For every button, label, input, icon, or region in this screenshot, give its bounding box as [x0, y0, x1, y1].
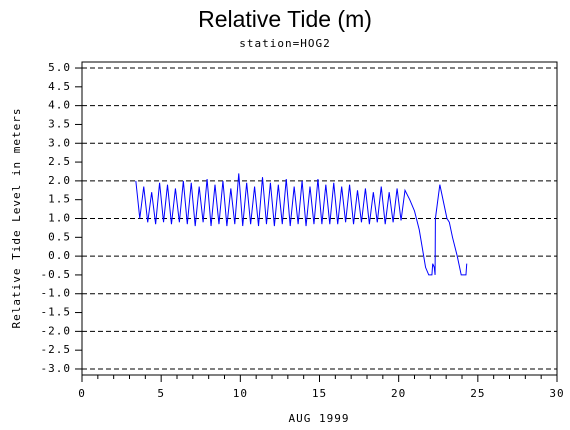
- y-tick-label: 3.0: [48, 136, 71, 149]
- chart-subtitle: station=HOG2: [239, 37, 330, 50]
- y-tick-label: -2.0: [41, 324, 72, 337]
- y-tick-label: 4.5: [48, 80, 71, 93]
- y-tick-label: -1.0: [41, 287, 72, 300]
- x-tick-label: 15: [312, 387, 327, 400]
- y-tick-label: 5.0: [48, 61, 71, 74]
- y-tick-label: 2.0: [48, 174, 71, 187]
- y-tick-label: 0.0: [48, 249, 71, 262]
- y-tick-label: 4.0: [48, 99, 71, 112]
- y-tick-label: -1.5: [41, 306, 72, 319]
- y-tick-label: 1.0: [48, 212, 71, 225]
- x-tick-label: 5: [157, 387, 165, 400]
- x-tick-label: 20: [391, 387, 406, 400]
- x-tick-label: 0: [78, 387, 86, 400]
- x-tick-label: 30: [549, 387, 564, 400]
- y-tick-label: -2.5: [41, 343, 72, 356]
- x-axis-title: AUG 1999: [289, 412, 350, 425]
- x-tick-label: 10: [233, 387, 248, 400]
- y-tick-label: 0.5: [48, 230, 71, 243]
- y-axis-title: Relative Tide Level in meters: [10, 107, 23, 328]
- chart-title: Relative Tide (m): [198, 6, 372, 32]
- y-tick-label: -0.5: [41, 268, 72, 281]
- tide-line: [135, 173, 468, 276]
- x-tick-label: 25: [470, 387, 485, 400]
- y-tick-label: -3.0: [41, 362, 72, 375]
- y-tick-label: 2.5: [48, 155, 71, 168]
- y-tick-label: 1.5: [48, 193, 71, 206]
- y-tick-label: 3.5: [48, 117, 71, 130]
